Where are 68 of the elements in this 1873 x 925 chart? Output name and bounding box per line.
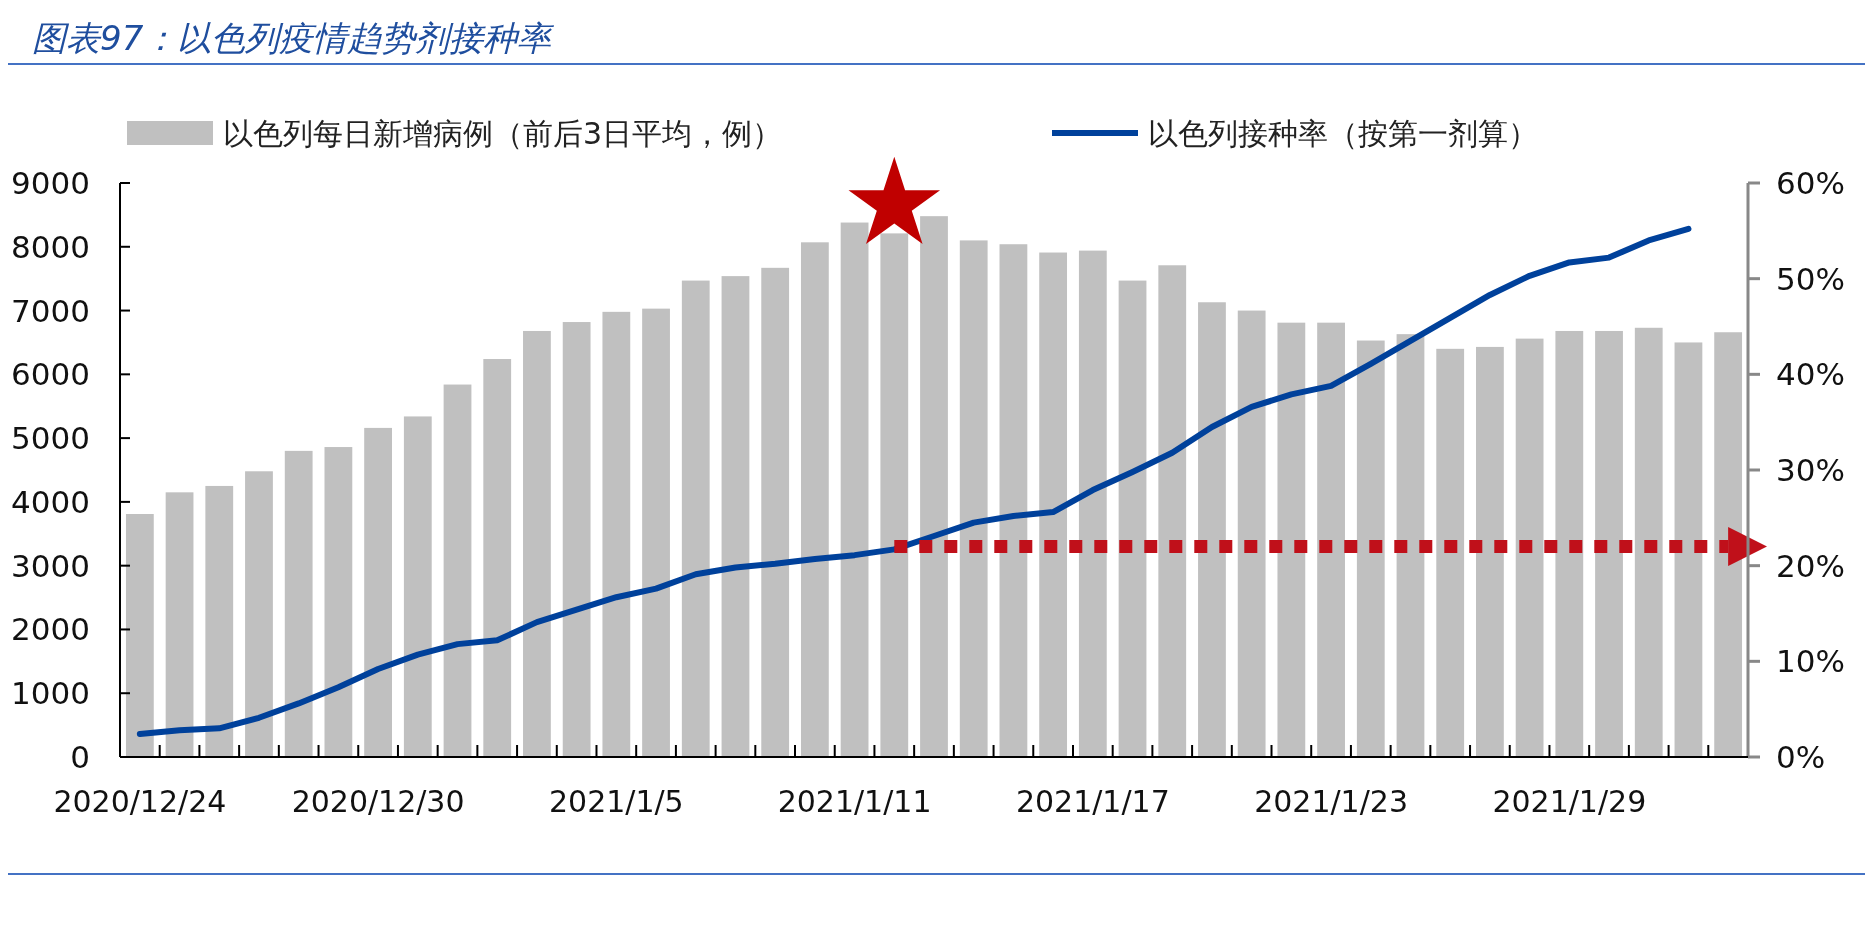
x-tick-label: 2020/12/24 <box>53 784 227 819</box>
y-tick-label: 0 <box>70 739 90 775</box>
bar <box>681 280 710 757</box>
bar <box>562 322 591 757</box>
bar <box>602 311 631 757</box>
bar <box>1555 330 1584 757</box>
chart-title: 图表97：以色列疫情趋势剂接种率 <box>32 18 556 58</box>
y-tick-label: 8000 <box>11 228 90 265</box>
bar <box>1674 342 1703 757</box>
y2-tick-label: 30% <box>1776 452 1845 488</box>
bar <box>1436 348 1465 757</box>
y2-tick-label: 50% <box>1776 260 1845 297</box>
bar <box>284 450 313 757</box>
x-tick-label: 2021/1/5 <box>548 784 684 819</box>
bar <box>1237 310 1266 757</box>
bar <box>1158 265 1187 757</box>
bar <box>1595 330 1623 757</box>
x-tick-label: 2021/1/17 <box>1015 784 1170 819</box>
bar <box>1634 327 1663 757</box>
bar <box>324 447 353 757</box>
y-tick-label: 4000 <box>11 483 90 520</box>
y-tick-label: 5000 <box>11 420 90 457</box>
bar <box>245 471 273 757</box>
y2-tick-label: 20% <box>1776 547 1845 584</box>
y2-tick-label: 10% <box>1776 643 1845 680</box>
bar <box>761 267 790 757</box>
y-tick-label: 7000 <box>11 292 90 329</box>
bar <box>1515 338 1544 757</box>
y-tick-label: 6000 <box>11 356 90 393</box>
x-tick-label: 2020/12/30 <box>291 784 465 819</box>
bar <box>642 308 670 757</box>
bar <box>840 222 869 757</box>
bar <box>364 427 392 757</box>
bar <box>920 216 948 757</box>
bar <box>403 416 432 757</box>
bar <box>483 359 512 757</box>
bar <box>1118 280 1147 757</box>
y-tick-label: 2000 <box>11 611 90 648</box>
y-tick-label: 1000 <box>11 675 90 712</box>
bar <box>1396 334 1425 757</box>
y2-tick-label: 40% <box>1776 356 1845 393</box>
bar <box>880 233 909 757</box>
bar <box>959 240 988 757</box>
bar <box>205 485 234 757</box>
legend-label: 以色列接种率（按第一剂算） <box>1148 116 1538 151</box>
bar <box>523 330 551 757</box>
bar <box>1714 332 1743 757</box>
bar <box>1476 346 1504 757</box>
x-tick-label: 2021/1/11 <box>777 784 932 819</box>
bar <box>721 276 750 757</box>
bar <box>1198 302 1226 757</box>
bar <box>1039 252 1068 757</box>
y-tick-label: 3000 <box>11 547 90 584</box>
bar <box>125 514 154 757</box>
bar <box>999 244 1028 757</box>
bar <box>1317 322 1345 757</box>
x-tick-label: 2021/1/29 <box>1492 784 1647 819</box>
y2-tick-label: 60% <box>1776 165 1845 201</box>
bar <box>1277 322 1306 757</box>
x-tick-label: 2021/1/23 <box>1254 784 1408 819</box>
legend-label: 以色列每日新增病例（前后3日平均，例） <box>223 116 783 151</box>
y-tick-label: 9000 <box>11 165 90 201</box>
bar <box>165 492 194 757</box>
y2-tick-label: 0% <box>1776 739 1826 775</box>
bar <box>1356 340 1385 757</box>
bar <box>800 242 829 757</box>
bar <box>1078 250 1107 757</box>
bar <box>443 384 472 757</box>
